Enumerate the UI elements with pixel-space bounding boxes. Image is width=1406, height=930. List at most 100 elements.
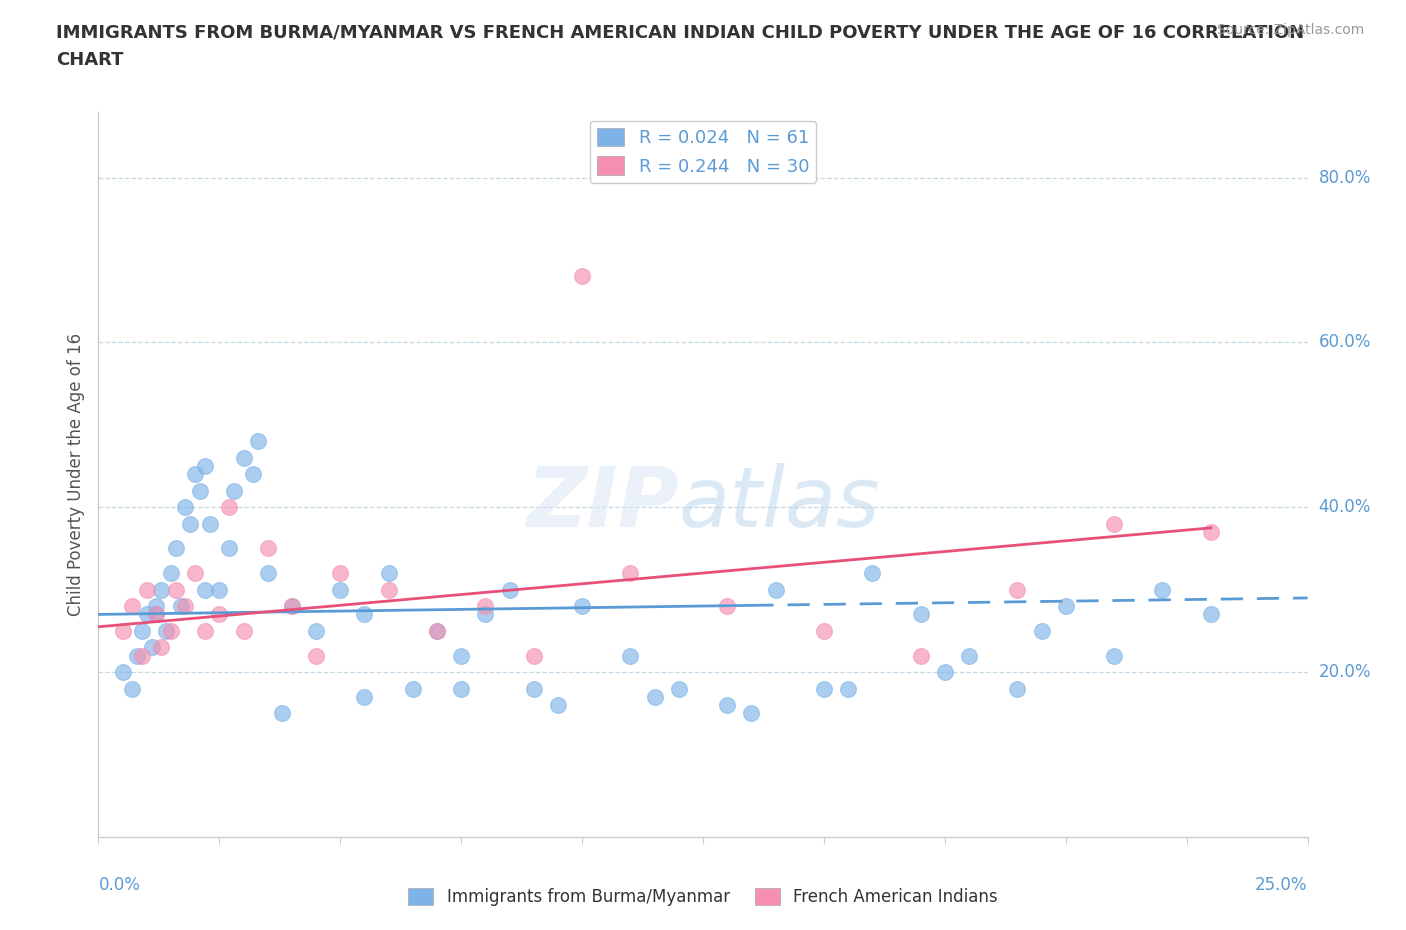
Point [498,582,520,597]
Point [523,681,546,696]
Point [813,623,835,638]
Point [174,499,197,514]
Point [145,607,167,622]
Point [668,681,690,696]
Text: atlas: atlas [679,463,880,544]
Point [402,681,425,696]
Point [1054,599,1077,614]
Point [1007,582,1029,597]
Point [169,599,191,614]
Point [957,648,980,663]
Point [135,582,157,597]
Point [281,599,304,614]
Text: ZIP: ZIP [526,463,679,544]
Point [450,681,472,696]
Point [121,599,143,614]
Point [208,607,231,622]
Point [256,541,278,556]
Point [198,516,221,531]
Point [644,689,666,704]
Point [222,484,245,498]
Point [571,269,593,284]
Point [523,648,546,663]
Point [1199,525,1222,539]
Point [160,565,183,580]
Legend: Immigrants from Burma/Myanmar, French American Indians: Immigrants from Burma/Myanmar, French Am… [402,881,1004,912]
Point [271,706,294,721]
Point [1152,582,1174,597]
Point [740,706,762,721]
Point [1102,516,1125,531]
Point [155,623,177,638]
Point [218,541,240,556]
Point [353,689,375,704]
Point [121,681,143,696]
Text: 25.0%: 25.0% [1256,876,1308,894]
Point [208,582,231,597]
Point [135,607,157,622]
Point [571,599,593,614]
Text: IMMIGRANTS FROM BURMA/MYANMAR VS FRENCH AMERICAN INDIAN CHILD POVERTY UNDER THE : IMMIGRANTS FROM BURMA/MYANMAR VS FRENCH … [56,23,1305,41]
Text: Source: ZipAtlas.com: Source: ZipAtlas.com [1216,23,1364,37]
Point [910,648,932,663]
Point [860,565,883,580]
Point [329,582,352,597]
Point [247,434,270,449]
Text: 60.0%: 60.0% [1319,334,1371,352]
Point [474,607,496,622]
Point [716,698,738,712]
Point [256,565,278,580]
Point [131,648,153,663]
Point [127,648,149,663]
Text: 80.0%: 80.0% [1319,168,1371,187]
Point [619,565,641,580]
Point [184,565,207,580]
Point [813,681,835,696]
Point [450,648,472,663]
Point [910,607,932,622]
Point [145,599,167,614]
Point [426,623,449,638]
Point [150,640,173,655]
Point [242,467,264,482]
Point [174,599,197,614]
Point [353,607,375,622]
Point [474,599,496,614]
Point [619,648,641,663]
Point [377,565,399,580]
Point [934,665,956,680]
Point [426,623,449,638]
Point [1199,607,1222,622]
Text: CHART: CHART [56,51,124,69]
Point [141,640,163,655]
Point [188,484,211,498]
Y-axis label: Child Poverty Under the Age of 16: Child Poverty Under the Age of 16 [66,333,84,616]
Point [184,467,207,482]
Point [305,648,328,663]
Point [194,458,217,473]
Point [765,582,787,597]
Point [111,665,134,680]
Point [281,599,304,614]
Point [165,541,187,556]
Point [716,599,738,614]
Text: 20.0%: 20.0% [1319,663,1371,681]
Point [1102,648,1125,663]
Point [150,582,173,597]
Point [194,623,217,638]
Text: 0.0%: 0.0% [98,876,141,894]
Point [377,582,399,597]
Point [329,565,352,580]
Point [218,499,240,514]
Point [131,623,153,638]
Point [165,582,187,597]
Point [179,516,201,531]
Legend: R = 0.024   N = 61, R = 0.244   N = 30: R = 0.024 N = 61, R = 0.244 N = 30 [589,121,817,183]
Point [111,623,134,638]
Point [547,698,569,712]
Point [232,450,254,465]
Point [160,623,183,638]
Point [837,681,859,696]
Point [1031,623,1053,638]
Point [145,607,167,622]
